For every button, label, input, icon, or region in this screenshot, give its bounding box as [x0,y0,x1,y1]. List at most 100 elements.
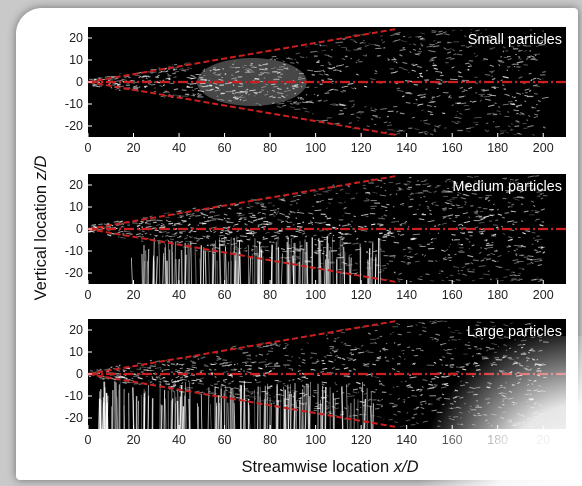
particle-streak [302,394,306,397]
particle-streak [178,230,186,233]
particle-streak [359,48,362,51]
particle-streak [248,212,254,215]
particle-streak [447,326,451,329]
particle-streak [420,196,422,199]
settling-streak [276,235,279,284]
particle-streak [414,253,418,256]
particle-streak [515,182,520,184]
particle-streak [338,44,341,47]
particle-streak [420,44,424,47]
particle-streak [529,398,534,401]
particle-streak [526,258,533,261]
particle-streak [143,85,147,89]
particle-streak [128,76,131,79]
particle-streak [390,71,397,74]
particle-streak [261,212,266,215]
particle-streak [484,247,488,250]
particle-streak [349,352,353,355]
particle-streak [539,259,543,262]
particle-streak [161,222,165,226]
particle-streak [427,110,433,113]
particle-streak [176,379,183,382]
particle-streak [173,68,176,71]
particle-streak [490,424,493,427]
particle-streak [468,63,472,66]
particle-streak [471,192,477,195]
particle-streak [202,235,206,238]
particle-streak [257,223,262,226]
particle-streak [354,272,359,275]
settling-streak [369,405,372,429]
particle-streak [209,212,212,214]
particle-streak [457,71,462,74]
particle-streak [434,185,440,188]
particle-streak [538,224,541,227]
particle-streak [246,354,252,357]
particle-streak [352,388,358,391]
particle-streak [507,201,511,204]
particle-streak [238,218,242,221]
particle-streak [215,86,220,90]
particle-streak [334,337,337,340]
particle-streak [429,209,432,212]
particle-streak [398,272,402,275]
particle-streak [412,102,418,105]
particle-streak [228,207,231,210]
particle-streak [386,263,390,265]
particle-streak [300,348,304,351]
particle-streak [304,110,310,113]
particle-streak [441,207,447,210]
particle-streak [493,203,495,206]
particle-streak [284,354,289,357]
particle-streak [509,274,516,276]
particle-streak [382,348,389,351]
particle-streak [103,368,110,371]
particle-streak [512,403,515,406]
particle-streak [340,341,344,344]
particle-streak [535,45,540,48]
particle-streak [501,84,505,87]
particle-streak [490,46,496,50]
particle-streak [393,129,396,132]
particle-streak [451,204,455,207]
particle-streak [195,390,200,393]
particle-streak [396,129,403,133]
particle-streak [233,368,238,371]
particle-streak [518,49,521,52]
particle-streak [479,181,484,183]
particle-streak [468,216,471,219]
particle-streak [513,362,519,364]
particle-streak [393,271,396,274]
particle-streak [434,125,440,128]
particle-streak [307,221,314,225]
particle-streak [407,346,411,349]
particle-streak [526,55,532,58]
particle-streak [443,258,448,261]
particle-streak [458,71,463,74]
particle-streak [150,365,156,368]
particle-streak [320,199,324,202]
particle-streak [161,363,166,366]
particle-streak [478,230,486,233]
particle-streak [309,50,317,53]
particle-streak [310,352,318,355]
particle-streak [376,356,382,359]
particle-streak [332,184,335,187]
particle-streak [240,90,249,93]
particle-streak [99,368,102,371]
particle-streak [455,114,458,117]
particle-streak [395,132,401,135]
x-tick-label: 160 [442,141,463,155]
particle-streak [351,87,355,90]
particle-streak [207,216,214,219]
particle-streak [280,198,285,201]
particle-streak [184,375,189,378]
particle-streak [294,84,299,87]
particle-streak [367,332,371,335]
particle-streak [359,413,362,416]
particle-streak [243,247,248,250]
particle-streak [383,214,388,217]
lower-guide-line [87,228,396,283]
particle-streak [140,236,144,238]
particle-streak [244,68,250,70]
